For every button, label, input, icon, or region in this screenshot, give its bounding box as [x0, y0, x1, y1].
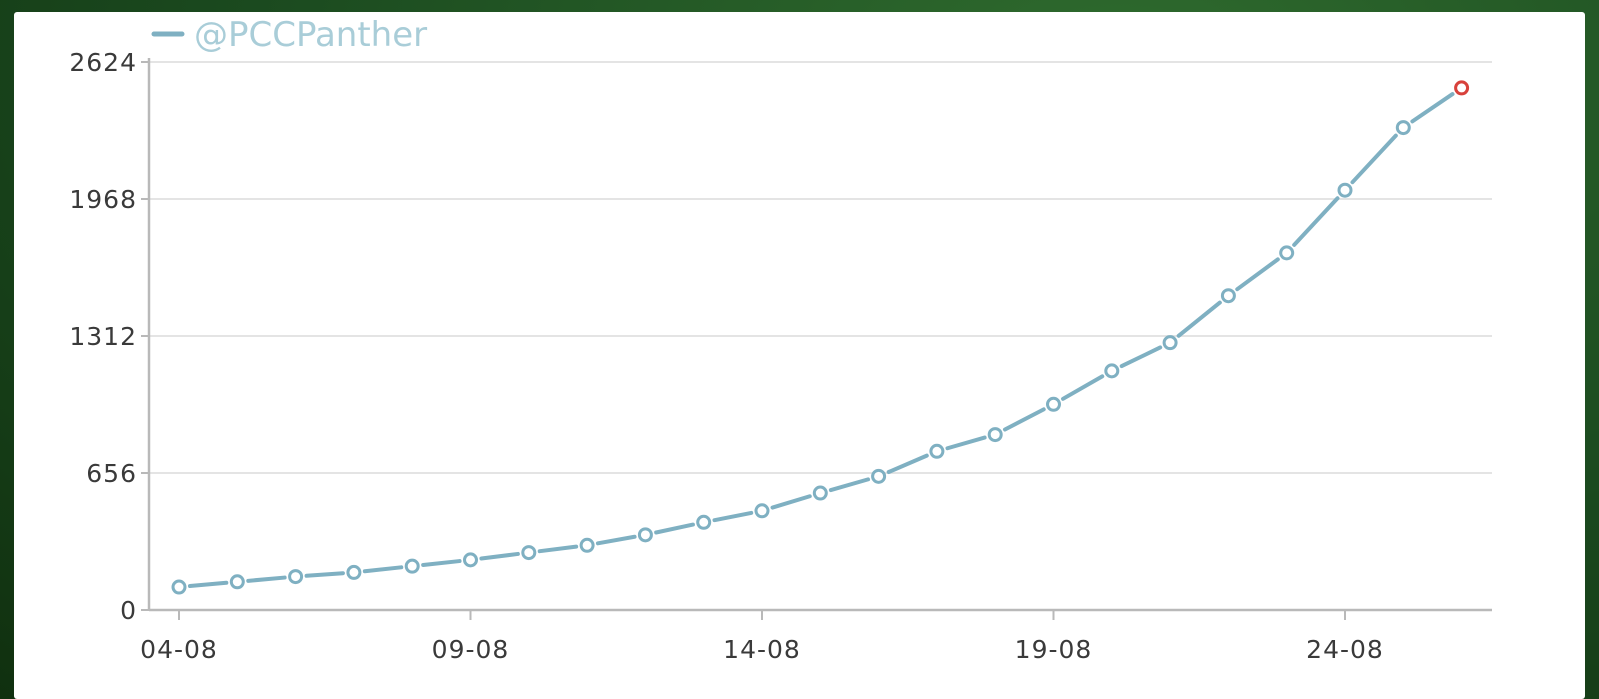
data-point — [1337, 182, 1353, 198]
series-line-segment — [421, 559, 462, 567]
data-point — [871, 468, 887, 484]
series-line-segment — [712, 510, 754, 523]
legend[interactable]: @PCCPanther — [151, 15, 427, 55]
series-line-segment — [1350, 133, 1398, 185]
series-line-segment — [362, 565, 404, 574]
data-point — [1220, 288, 1236, 304]
series-line-segment — [886, 453, 929, 474]
data-point — [346, 564, 362, 580]
data-point — [1046, 396, 1061, 412]
y-tick-label: 2624 — [69, 48, 137, 77]
line-chart: 0 656 1312 1968 2624 04-08 09-08 14-08 19-08 24-0… — [69, 15, 1492, 664]
data-point — [1395, 120, 1411, 136]
data-point — [812, 485, 828, 501]
x-tick-label: 19-08 — [1015, 635, 1093, 664]
chart-panel: 0 656 1312 1968 2624 04-08 09-08 14-08 19-08 24-0… — [14, 12, 1585, 699]
y-tick-label: 656 — [86, 459, 137, 488]
data-point — [1162, 335, 1178, 351]
series-line-segment — [945, 435, 987, 451]
data-point — [288, 569, 304, 585]
series-line-segment — [1410, 92, 1455, 124]
x-tick-label: 24-08 — [1306, 635, 1384, 664]
x-tick-label: 04-08 — [140, 635, 218, 664]
series-line-segment — [479, 551, 520, 561]
y-tick-label: 0 — [120, 596, 137, 625]
data-point — [1104, 363, 1120, 379]
series-line-segment — [1292, 196, 1340, 247]
series-line-segment — [828, 477, 871, 493]
highlighted-data-point — [1454, 80, 1470, 96]
series-line-segment — [1002, 407, 1046, 432]
series-line-segment — [304, 571, 345, 578]
series-line-segment — [595, 534, 637, 546]
series-line-segment — [537, 544, 579, 554]
x-tick-label: 09-08 — [432, 635, 510, 664]
x-tick-label: 14-08 — [723, 635, 801, 664]
series-line-segment — [1119, 345, 1163, 369]
axes — [141, 58, 1492, 620]
data-point — [637, 527, 653, 543]
series-line-segment — [770, 494, 812, 510]
series-line-segment — [1176, 300, 1222, 338]
y-tick-label: 1312 — [69, 322, 137, 351]
data-point — [754, 503, 770, 519]
y-tick-label: 1968 — [69, 185, 137, 214]
legend-label: @PCCPanther — [194, 15, 427, 55]
series-line-segment — [246, 575, 287, 583]
data-point — [521, 545, 537, 561]
data-point — [987, 427, 1003, 443]
series-line-segment — [187, 580, 229, 589]
data-point — [579, 537, 595, 553]
series-line-segment — [654, 522, 695, 535]
data-point — [171, 579, 187, 595]
series-layer — [171, 80, 1470, 595]
data-point — [929, 443, 945, 459]
data-point — [696, 514, 712, 530]
data-point — [229, 574, 245, 590]
data-point — [463, 552, 478, 568]
data-point — [404, 558, 420, 574]
data-point — [1279, 245, 1295, 261]
series-line-segment — [1061, 374, 1105, 401]
series-line-segment — [1235, 257, 1280, 292]
tick-labels: 0 656 1312 1968 2624 04-08 09-08 14-08 19-08 24-0… — [69, 48, 1384, 664]
grid-lines — [149, 61, 1492, 474]
